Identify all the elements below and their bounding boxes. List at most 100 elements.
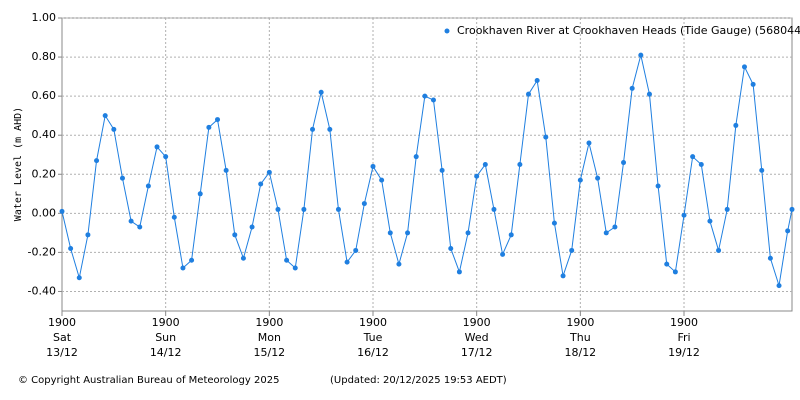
data-point bbox=[716, 247, 722, 253]
data-point bbox=[698, 162, 704, 167]
x-tick-label: Thu bbox=[569, 331, 591, 344]
data-point bbox=[301, 206, 307, 212]
data-point bbox=[215, 117, 221, 123]
x-tick-label: Fri bbox=[677, 331, 690, 344]
data-point bbox=[327, 126, 333, 132]
data-point bbox=[137, 224, 143, 230]
data-point bbox=[119, 175, 125, 181]
data-point bbox=[534, 78, 540, 84]
x-tick-label: 1900 bbox=[670, 316, 698, 329]
x-tick-label: 15/12 bbox=[253, 346, 285, 359]
data-point bbox=[638, 52, 644, 58]
x-tick-label: Sun bbox=[155, 331, 176, 344]
data-point bbox=[750, 81, 756, 87]
data-point bbox=[759, 167, 765, 173]
data-point bbox=[197, 191, 203, 197]
data-point bbox=[430, 97, 436, 103]
data-point bbox=[76, 275, 82, 281]
data-point bbox=[439, 167, 445, 173]
y-axis-label: Water Level (m AHD) bbox=[13, 107, 24, 221]
data-point bbox=[318, 89, 324, 95]
data-point bbox=[379, 177, 385, 183]
data-point bbox=[223, 167, 229, 173]
data-point bbox=[577, 177, 583, 183]
y-tick-label: 1.00 bbox=[32, 11, 57, 24]
data-point bbox=[310, 126, 316, 132]
data-point bbox=[741, 64, 747, 70]
updated: (Updated: 20/12/2025 19:53 AEDT) bbox=[330, 375, 507, 386]
x-tick-label: 17/12 bbox=[461, 346, 493, 359]
data-point bbox=[370, 163, 376, 169]
x-tick-label: Mon bbox=[258, 331, 281, 344]
data-point bbox=[586, 140, 592, 146]
data-point bbox=[629, 85, 635, 91]
data-point bbox=[413, 154, 419, 160]
x-tick-label: 1900 bbox=[463, 316, 491, 329]
plot-area bbox=[61, 17, 793, 312]
data-point bbox=[603, 230, 609, 236]
x-tick-label: 1900 bbox=[48, 316, 76, 329]
data-point bbox=[275, 206, 281, 212]
data-point bbox=[171, 214, 177, 220]
data-point bbox=[232, 232, 238, 238]
data-point bbox=[672, 269, 678, 275]
data-point bbox=[405, 230, 411, 236]
data-point bbox=[163, 154, 169, 160]
data-point bbox=[491, 206, 497, 212]
x-tick-label: 1900 bbox=[152, 316, 180, 329]
data-point bbox=[482, 162, 488, 167]
data-point bbox=[612, 224, 618, 230]
x-tick-label: 1900 bbox=[359, 316, 387, 329]
legend-marker bbox=[444, 28, 450, 34]
data-point bbox=[422, 93, 428, 99]
data-point bbox=[655, 183, 661, 189]
data-point bbox=[85, 232, 91, 238]
data-point bbox=[128, 218, 134, 224]
data-point bbox=[189, 257, 195, 263]
x-tick-label: 16/12 bbox=[357, 346, 389, 359]
data-point bbox=[94, 158, 100, 164]
data-point bbox=[240, 255, 246, 261]
data-point bbox=[68, 245, 74, 251]
data-point bbox=[569, 247, 575, 253]
x-tick-label: 19/12 bbox=[668, 346, 700, 359]
legend-label: Crookhaven River at Crookhaven Heads (Ti… bbox=[457, 24, 800, 37]
data-point bbox=[508, 232, 514, 238]
x-tick-label: 18/12 bbox=[564, 346, 596, 359]
data-point bbox=[102, 113, 108, 119]
x-tick-label: 1900 bbox=[566, 316, 594, 329]
data-point bbox=[724, 206, 730, 212]
data-point bbox=[560, 273, 566, 279]
data-point bbox=[785, 228, 791, 234]
data-point bbox=[543, 134, 549, 140]
data-point bbox=[258, 181, 264, 187]
data-point bbox=[335, 206, 341, 212]
data-point bbox=[266, 169, 272, 175]
data-point bbox=[595, 175, 601, 181]
data-point bbox=[465, 230, 471, 236]
data-point bbox=[361, 201, 367, 207]
y-tick-label: 0.40 bbox=[32, 128, 57, 141]
data-point bbox=[767, 255, 773, 261]
x-tick-label: 1900 bbox=[255, 316, 283, 329]
data-point bbox=[180, 265, 186, 271]
data-point bbox=[690, 154, 696, 160]
data-point bbox=[517, 162, 523, 167]
y-tick-label: 0.80 bbox=[32, 50, 57, 63]
data-point bbox=[154, 144, 160, 150]
data-point bbox=[456, 269, 462, 275]
data-point bbox=[292, 265, 298, 271]
data-point bbox=[474, 173, 480, 179]
data-point bbox=[789, 206, 795, 212]
data-point bbox=[664, 261, 670, 267]
data-point bbox=[387, 230, 393, 236]
data-point bbox=[500, 251, 506, 257]
data-point bbox=[59, 208, 65, 214]
data-point bbox=[448, 245, 454, 251]
data-point bbox=[776, 283, 782, 289]
data-point bbox=[707, 218, 713, 224]
data-point bbox=[681, 212, 687, 218]
x-tick-label: 14/12 bbox=[150, 346, 182, 359]
data-point bbox=[621, 160, 627, 166]
data-point bbox=[344, 259, 350, 265]
